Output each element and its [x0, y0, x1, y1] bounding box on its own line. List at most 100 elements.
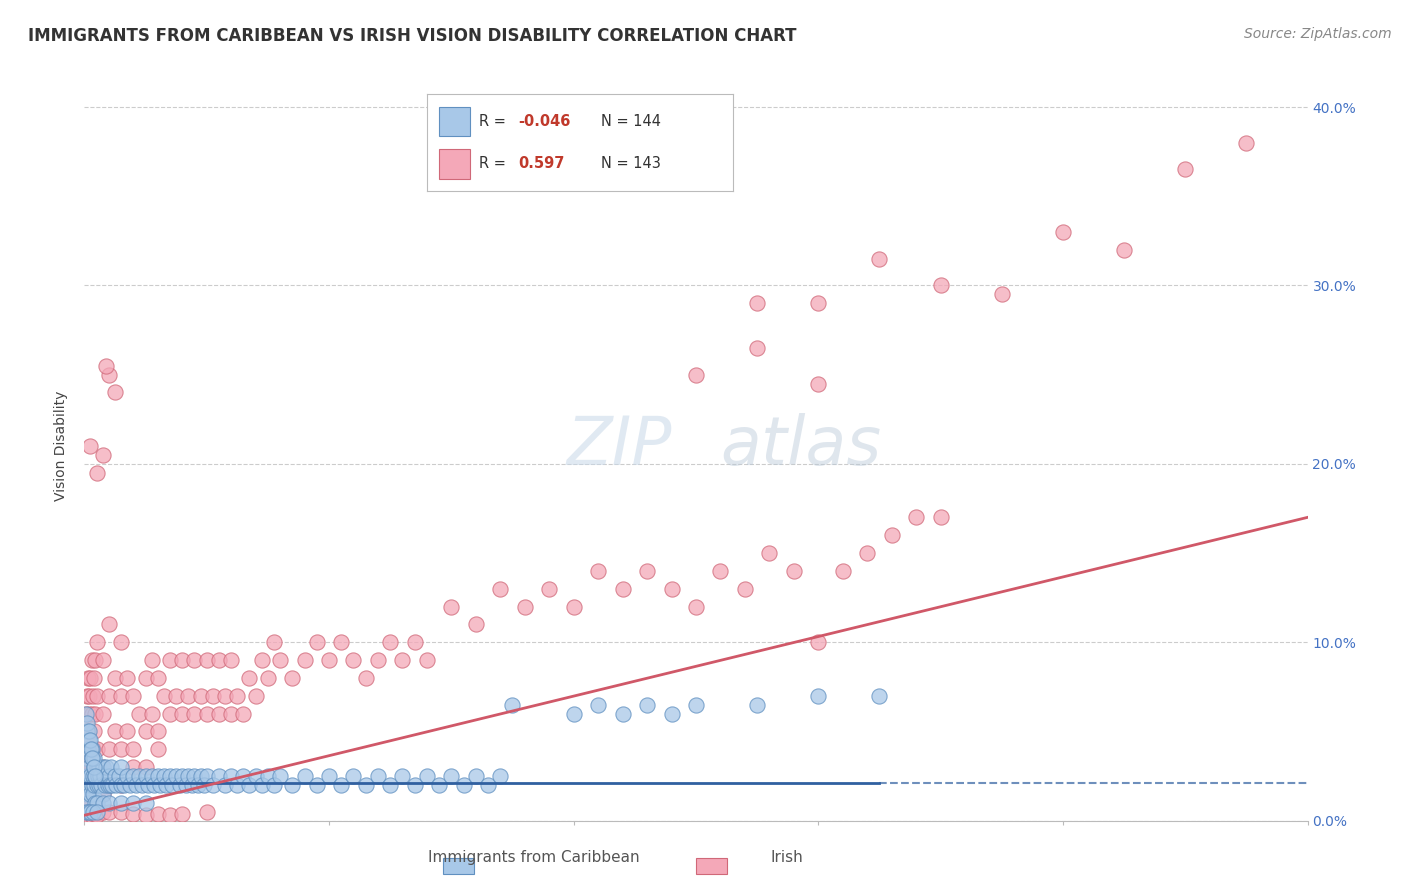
Point [208, 653, 231, 667]
Point [1236, 136, 1258, 150]
Point [96, 760, 118, 774]
Point [831, 564, 853, 578]
Text: atlas: atlas [720, 413, 882, 479]
Point [110, 742, 132, 756]
Point [245, 689, 267, 703]
Point [79, 742, 101, 756]
Point [93, 769, 115, 783]
Point [880, 528, 903, 542]
Point [135, 724, 157, 739]
Point [183, 769, 205, 783]
Text: Immigrants from Caribbean: Immigrants from Caribbean [429, 850, 640, 865]
Point [562, 706, 585, 721]
Point [75, 805, 97, 819]
Point [195, 706, 218, 721]
Point [131, 778, 153, 792]
Point [404, 778, 426, 792]
Point [115, 724, 138, 739]
Point [82, 751, 104, 765]
Point [159, 769, 181, 783]
Point [122, 806, 145, 821]
Point [86, 778, 108, 792]
Point [464, 617, 486, 632]
Point [83, 787, 105, 801]
Point [89, 769, 111, 783]
Point [165, 769, 187, 783]
Point [77, 724, 100, 739]
Point [97, 805, 120, 819]
Point [75, 805, 97, 819]
Point [82, 769, 104, 783]
Point [141, 706, 163, 721]
Point [91, 653, 114, 667]
Point [77, 778, 100, 792]
Point [172, 653, 194, 667]
Point [807, 635, 830, 649]
Point [79, 787, 101, 801]
Point [75, 778, 97, 792]
Point [159, 653, 181, 667]
Point [84, 653, 107, 667]
Point [82, 805, 104, 819]
Point [869, 689, 891, 703]
Point [869, 252, 891, 266]
Point [76, 733, 98, 747]
Point [75, 742, 97, 756]
Point [380, 778, 402, 792]
Point [135, 796, 157, 810]
Point [83, 760, 105, 774]
Point [636, 698, 658, 712]
Point [128, 769, 150, 783]
Point [76, 751, 98, 765]
Point [929, 510, 952, 524]
Point [226, 778, 249, 792]
Point [84, 706, 107, 721]
Point [82, 778, 104, 792]
Point [104, 769, 127, 783]
Point [91, 805, 114, 819]
Point [453, 778, 475, 792]
Point [305, 635, 328, 649]
Point [83, 769, 105, 783]
Point [1174, 162, 1197, 177]
Point [159, 706, 181, 721]
Point [807, 689, 830, 703]
Point [104, 724, 127, 739]
Point [245, 769, 267, 783]
Point [201, 689, 224, 703]
Point [404, 635, 426, 649]
Point [538, 582, 561, 596]
Point [318, 653, 340, 667]
Point [464, 769, 486, 783]
Point [86, 466, 108, 480]
Point [367, 653, 389, 667]
Point [76, 787, 98, 801]
Point [76, 787, 98, 801]
Point [685, 698, 707, 712]
Point [79, 439, 101, 453]
Point [86, 760, 108, 774]
Point [79, 671, 101, 685]
Point [991, 287, 1014, 301]
Point [86, 778, 108, 792]
Point [77, 671, 100, 685]
Point [172, 806, 194, 821]
Point [77, 742, 100, 756]
Point [250, 653, 273, 667]
Point [86, 805, 108, 819]
Point [747, 698, 769, 712]
Point [477, 778, 499, 792]
Point [100, 760, 122, 774]
Point [122, 689, 145, 703]
Point [685, 599, 707, 614]
Point [380, 635, 402, 649]
Point [79, 769, 101, 783]
Point [83, 778, 105, 792]
Point [165, 689, 187, 703]
Point [238, 778, 260, 792]
Point [84, 796, 107, 810]
Point [232, 769, 254, 783]
Point [80, 751, 103, 765]
Point [159, 808, 181, 822]
Point [208, 706, 231, 721]
